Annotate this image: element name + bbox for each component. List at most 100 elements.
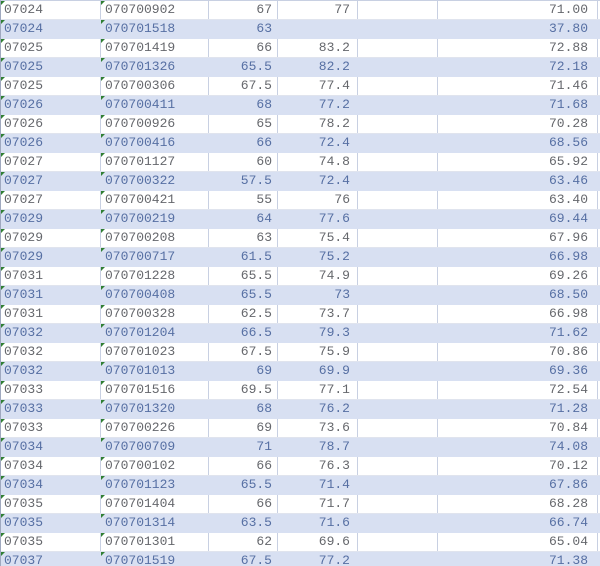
table-cell[interactable]: 73.6 xyxy=(278,419,358,437)
table-cell[interactable]: 070701518 xyxy=(101,20,209,38)
table-cell[interactable]: 66 xyxy=(209,457,278,475)
table-cell[interactable]: 67.5 xyxy=(209,343,278,361)
table-cell[interactable]: 63 xyxy=(209,20,278,38)
table-cell[interactable]: 68 xyxy=(209,400,278,418)
table-cell[interactable]: 070700408 xyxy=(101,286,209,304)
table-cell[interactable]: 07027 xyxy=(1,191,101,209)
table-cell[interactable] xyxy=(358,96,438,114)
table-cell[interactable]: 75.4 xyxy=(278,229,358,247)
table-cell[interactable] xyxy=(358,172,438,190)
table-cell[interactable]: 75.2 xyxy=(278,248,358,266)
table-cell[interactable]: 07031 xyxy=(1,305,101,323)
table-cell[interactable]: 07035 xyxy=(1,533,101,551)
table-cell[interactable]: 72.88 xyxy=(438,39,598,57)
table-cell[interactable]: 65.04 xyxy=(438,533,598,551)
table-cell[interactable]: 070700219 xyxy=(101,210,209,228)
table-cell[interactable] xyxy=(358,495,438,513)
table-cell[interactable]: 77.4 xyxy=(278,77,358,95)
table-cell[interactable]: 71.4 xyxy=(278,476,358,494)
table-cell[interactable]: 57.5 xyxy=(209,172,278,190)
table-cell[interactable] xyxy=(358,362,438,380)
table-cell[interactable] xyxy=(358,210,438,228)
table-cell[interactable]: 71.46 xyxy=(438,77,598,95)
table-cell[interactable]: 66 xyxy=(209,39,278,57)
table-cell[interactable] xyxy=(358,381,438,399)
table-cell[interactable]: 77 xyxy=(278,1,358,19)
table-cell[interactable]: 55 xyxy=(209,191,278,209)
table-cell[interactable]: 07037 xyxy=(1,552,101,566)
table-cell[interactable]: 71.62 xyxy=(438,324,598,342)
table-cell[interactable]: 71.6 xyxy=(278,514,358,532)
table-cell[interactable]: 71.68 xyxy=(438,96,598,114)
table-cell[interactable]: 07029 xyxy=(1,248,101,266)
table-cell[interactable] xyxy=(358,134,438,152)
table-cell[interactable]: 68 xyxy=(209,96,278,114)
table-cell[interactable] xyxy=(358,248,438,266)
table-cell[interactable]: 07025 xyxy=(1,39,101,57)
table-cell[interactable]: 07027 xyxy=(1,153,101,171)
table-cell[interactable] xyxy=(358,476,438,494)
table-cell[interactable]: 070701013 xyxy=(101,362,209,380)
table-cell[interactable]: 070701320 xyxy=(101,400,209,418)
table-cell[interactable] xyxy=(358,77,438,95)
table-cell[interactable]: 66.74 xyxy=(438,514,598,532)
table-cell[interactable] xyxy=(358,533,438,551)
table-cell[interactable] xyxy=(358,58,438,76)
table-cell[interactable]: 70.84 xyxy=(438,419,598,437)
table-cell[interactable]: 63.46 xyxy=(438,172,598,190)
table-cell[interactable]: 07029 xyxy=(1,210,101,228)
table-cell[interactable] xyxy=(358,115,438,133)
table-cell[interactable]: 75.9 xyxy=(278,343,358,361)
table-cell[interactable]: 66.5 xyxy=(209,324,278,342)
table-cell[interactable] xyxy=(358,514,438,532)
table-cell[interactable]: 68.28 xyxy=(438,495,598,513)
table-cell[interactable]: 66 xyxy=(209,495,278,513)
table-cell[interactable] xyxy=(358,286,438,304)
table-cell[interactable] xyxy=(358,457,438,475)
table-cell[interactable]: 07024 xyxy=(1,20,101,38)
table-cell[interactable]: 71 xyxy=(209,438,278,456)
table-cell[interactable]: 69.5 xyxy=(209,381,278,399)
table-cell[interactable]: 73.7 xyxy=(278,305,358,323)
table-cell[interactable]: 69.44 xyxy=(438,210,598,228)
table-cell[interactable]: 07025 xyxy=(1,58,101,76)
table-cell[interactable]: 71.28 xyxy=(438,400,598,418)
table-cell[interactable]: 07034 xyxy=(1,457,101,475)
table-cell[interactable]: 07026 xyxy=(1,96,101,114)
table-cell[interactable]: 07031 xyxy=(1,286,101,304)
table-cell[interactable] xyxy=(358,153,438,171)
table-cell[interactable]: 070700328 xyxy=(101,305,209,323)
table-cell[interactable]: 67.96 xyxy=(438,229,598,247)
table-cell[interactable]: 70.12 xyxy=(438,457,598,475)
table-cell[interactable]: 070700926 xyxy=(101,115,209,133)
table-cell[interactable]: 37.80 xyxy=(438,20,598,38)
table-cell[interactable]: 72.54 xyxy=(438,381,598,399)
table-cell[interactable] xyxy=(278,20,358,38)
table-cell[interactable] xyxy=(358,419,438,437)
table-cell[interactable]: 65.5 xyxy=(209,476,278,494)
table-cell[interactable] xyxy=(358,324,438,342)
table-cell[interactable]: 07033 xyxy=(1,381,101,399)
table-cell[interactable]: 74.08 xyxy=(438,438,598,456)
table-cell[interactable]: 07026 xyxy=(1,134,101,152)
table-cell[interactable]: 070701516 xyxy=(101,381,209,399)
table-cell[interactable]: 070700717 xyxy=(101,248,209,266)
table-cell[interactable]: 67.5 xyxy=(209,77,278,95)
table-cell[interactable]: 71.00 xyxy=(438,1,598,19)
table-cell[interactable]: 070700322 xyxy=(101,172,209,190)
table-cell[interactable] xyxy=(358,438,438,456)
table-cell[interactable]: 79.3 xyxy=(278,324,358,342)
table-cell[interactable]: 78.7 xyxy=(278,438,358,456)
table-cell[interactable]: 77.6 xyxy=(278,210,358,228)
table-cell[interactable]: 07033 xyxy=(1,400,101,418)
table-cell[interactable]: 74.8 xyxy=(278,153,358,171)
table-cell[interactable]: 070701419 xyxy=(101,39,209,57)
table-cell[interactable]: 070701326 xyxy=(101,58,209,76)
table-cell[interactable]: 070701314 xyxy=(101,514,209,532)
table-cell[interactable]: 69.36 xyxy=(438,362,598,380)
table-cell[interactable]: 07032 xyxy=(1,343,101,361)
table-cell[interactable] xyxy=(358,343,438,361)
table-cell[interactable]: 66.98 xyxy=(438,305,598,323)
table-cell[interactable]: 070700709 xyxy=(101,438,209,456)
table-cell[interactable]: 070700102 xyxy=(101,457,209,475)
